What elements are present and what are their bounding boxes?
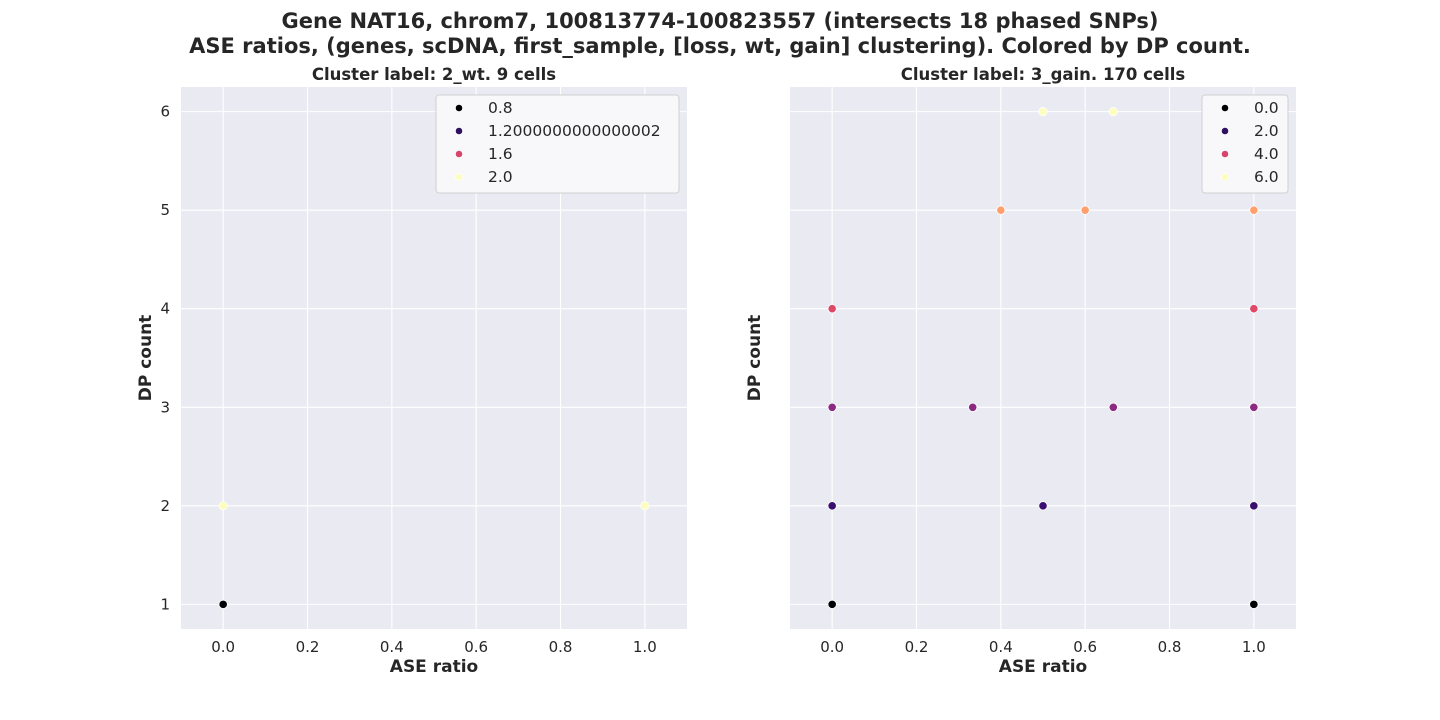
x-tick-label: 0.2: [905, 638, 929, 656]
x-tick-label: 1.0: [633, 638, 657, 656]
data-point: [1108, 107, 1118, 117]
x-tick-label: 0.2: [296, 638, 320, 656]
chart-panel-1: 0.0 0.2 0.4 0.6 0.8 1.0 1 2 3 4 5 6 Cluster label: 2…: [136, 65, 687, 677]
data-point: [640, 501, 650, 511]
y-tick-label: 6: [160, 103, 170, 121]
data-point: [1249, 402, 1259, 412]
legend-label: 2.0: [488, 168, 513, 186]
legend-label: 0.0: [1254, 99, 1279, 117]
legend-label: 2.0: [1254, 122, 1279, 140]
legend-marker: [455, 127, 463, 135]
data-point: [827, 501, 837, 511]
legend-box: [435, 94, 680, 194]
y-tick-label: 3: [160, 398, 170, 416]
data-point: [1249, 304, 1259, 314]
x-axis-label: ASE ratio: [390, 657, 478, 677]
legend-label: 1.6: [488, 145, 513, 163]
data-point: [1108, 402, 1118, 412]
data-point: [996, 205, 1006, 215]
data-point: [1249, 501, 1259, 511]
data-point: [827, 402, 837, 412]
data-point: [827, 304, 837, 314]
data-point: [218, 501, 228, 511]
x-tick-label: 0.0: [211, 638, 235, 656]
y-tick-label: 1: [160, 595, 170, 613]
panel-title: Cluster label: 3_gain. 170 cells: [901, 65, 1186, 84]
panel-title: Cluster label: 2_wt. 9 cells: [312, 65, 556, 84]
legend-marker: [1221, 150, 1229, 158]
x-tick-label: 0.8: [549, 638, 573, 656]
chart-panel-2: 0.0 0.2 0.4 0.6 0.8 1.0 Cluster label: 3_gain.…: [745, 65, 1296, 677]
legend-marker: [455, 104, 463, 112]
data-point: [827, 599, 837, 609]
x-tick-label: 0.4: [380, 638, 404, 656]
x-axis-label: ASE ratio: [999, 657, 1087, 677]
data-point: [968, 402, 978, 412]
data-point: [1249, 599, 1259, 609]
legend-marker: [1221, 104, 1229, 112]
x-tick-label: 0.6: [1073, 638, 1097, 656]
x-tick-label: 1.0: [1242, 638, 1266, 656]
y-tick-label: 2: [160, 497, 170, 515]
figure-title-line-1: Gene NAT16, chrom7, 100813774-100823557 …: [281, 9, 1159, 33]
data-point: [1080, 205, 1090, 215]
y-tick-label: 5: [160, 201, 170, 219]
legend-box: [1201, 94, 1289, 194]
legend-label: 0.8: [488, 99, 513, 117]
x-tick-label: 0.6: [464, 638, 488, 656]
data-point: [1038, 107, 1048, 117]
data-point: [1038, 501, 1048, 511]
y-tick-label: 4: [160, 300, 170, 318]
legend: 0.0 2.0 4.0 6.0: [1201, 94, 1289, 194]
y-axis-label: DP count: [136, 315, 156, 402]
legend-label: 1.2000000000000002: [488, 122, 661, 140]
legend-label: 4.0: [1254, 145, 1279, 163]
legend-marker: [1221, 127, 1229, 135]
data-point: [1249, 205, 1259, 215]
data-point: [218, 599, 228, 609]
x-tick-label: 0.0: [820, 638, 844, 656]
x-tick-label: 0.4: [989, 638, 1013, 656]
legend-marker: [455, 150, 463, 158]
figure-title-line-2: ASE ratios, (genes, scDNA, first_sample,…: [189, 34, 1251, 58]
legend: 0.8 1.2000000000000002 1.6 2.0: [435, 94, 680, 194]
y-axis-label: DP count: [745, 315, 765, 402]
legend-marker: [455, 173, 463, 181]
legend-label: 6.0: [1254, 168, 1279, 186]
legend-marker: [1221, 173, 1229, 181]
x-tick-label: 0.8: [1158, 638, 1182, 656]
